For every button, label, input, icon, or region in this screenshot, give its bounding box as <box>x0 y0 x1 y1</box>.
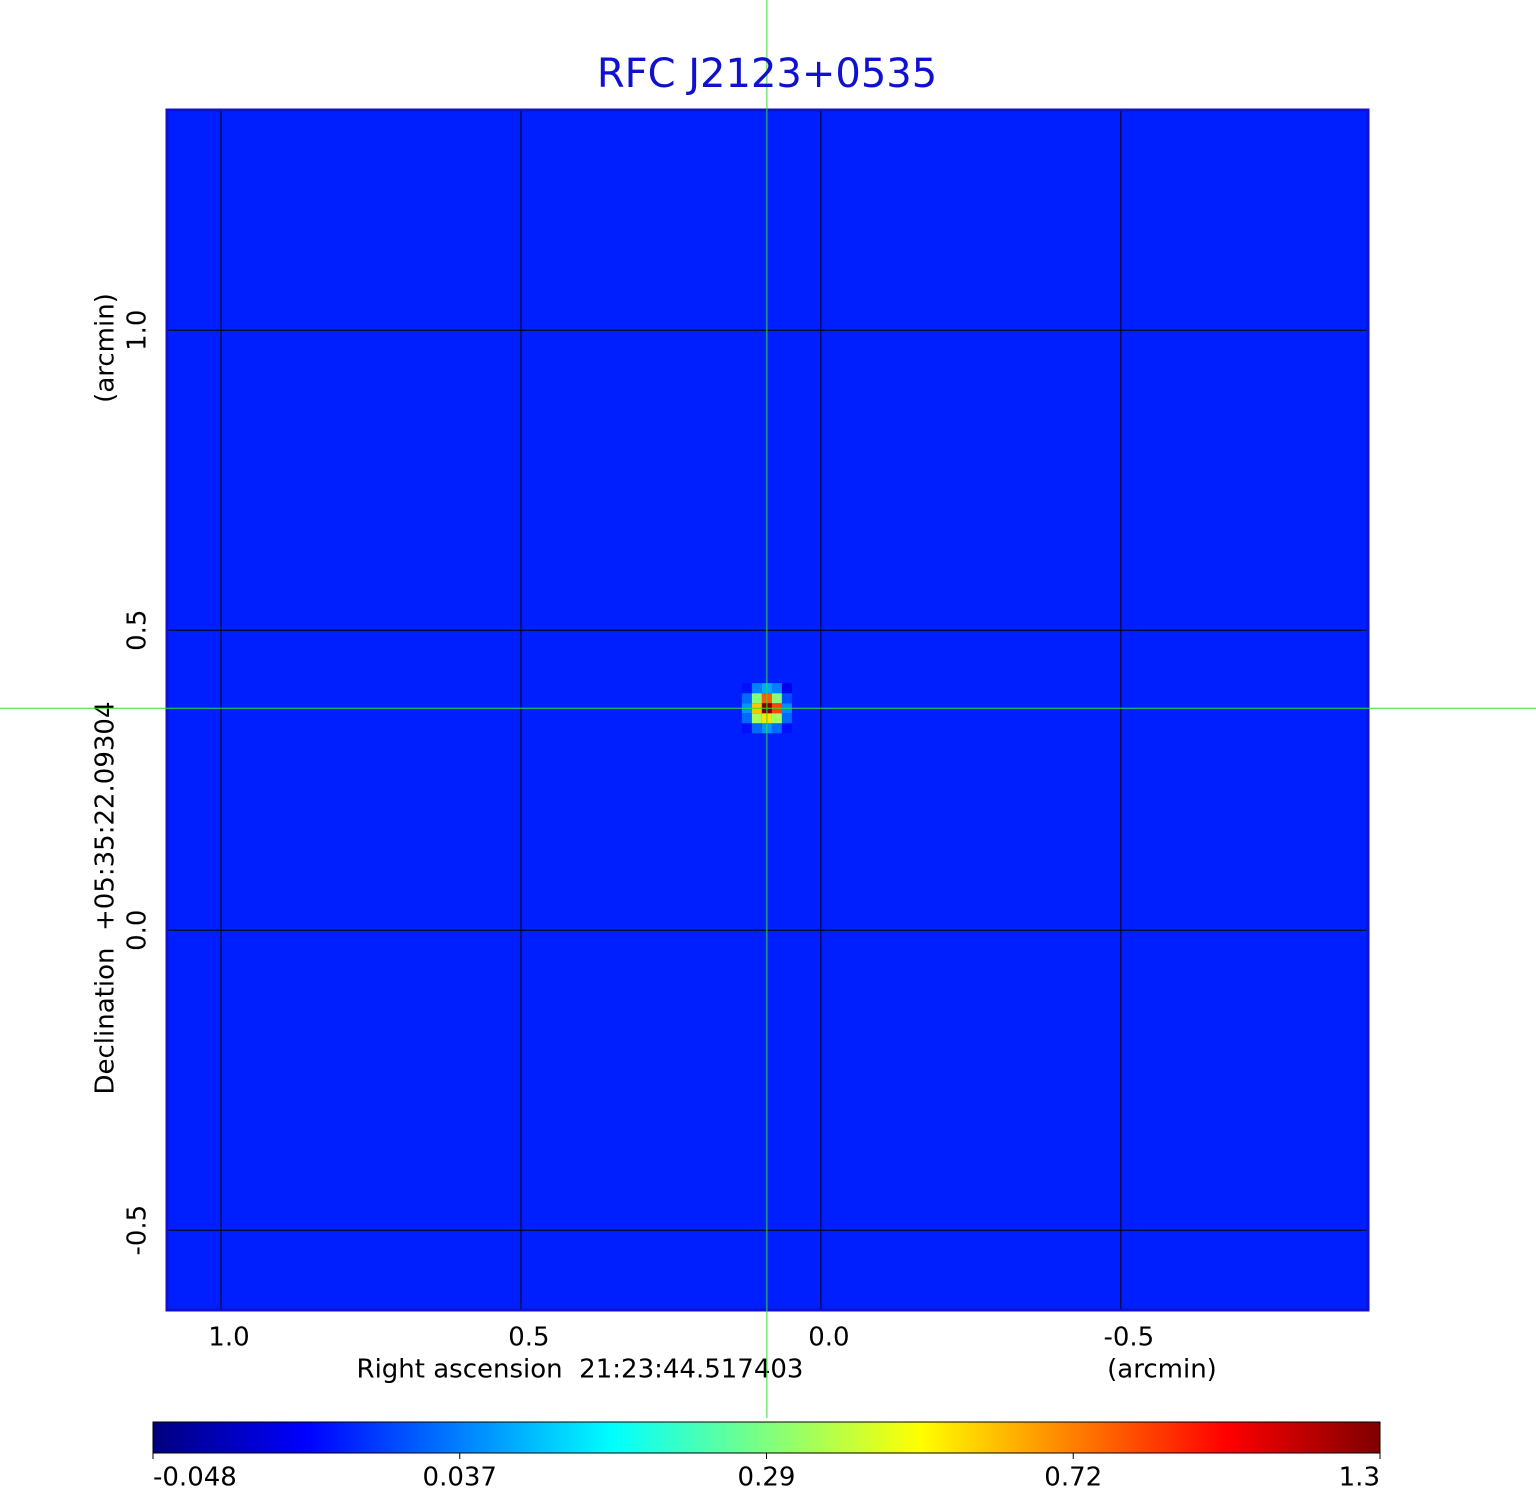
plot-frame <box>165 108 1370 1312</box>
image-pixel <box>781 683 792 694</box>
colorbar-tick-label: 0.037 <box>423 1463 497 1493</box>
x-tick-label: 0.5 <box>508 1323 549 1353</box>
image-pixel <box>771 713 782 724</box>
y-tick-label: -0.5 <box>123 1205 153 1256</box>
chart-title: RFC J2123+0535 <box>597 51 937 97</box>
image-pixel <box>781 723 792 734</box>
image-pixel <box>741 723 752 734</box>
image-pixel <box>781 713 792 724</box>
x-axis-label: Right ascension 21:23:44.517403 <box>357 1355 804 1385</box>
y-axis-label: Declination +05:35:22.09304 <box>91 701 121 1094</box>
colorbar-tick-label: -0.048 <box>153 1463 237 1493</box>
y-tick-label: 0.0 <box>123 910 153 951</box>
image-pixel <box>741 683 752 694</box>
colorbar-tick-label: 0.72 <box>1044 1463 1102 1493</box>
y-tick-label: 1.0 <box>123 310 153 351</box>
x-tick-label: -0.5 <box>1103 1323 1154 1353</box>
image-pixel <box>751 693 762 704</box>
colorbar-tick-label: 1.3 <box>1339 1463 1380 1493</box>
x-tick-label: 1.0 <box>208 1323 249 1353</box>
image-pixel <box>751 723 762 734</box>
x-axis-unit: (arcmin) <box>1107 1355 1217 1385</box>
colorbar <box>152 1421 1381 1454</box>
image-pixel <box>771 693 782 704</box>
image-pixel <box>771 683 782 694</box>
image-pixel <box>741 693 752 704</box>
image-pixel <box>771 723 782 734</box>
image-pixel <box>751 713 762 724</box>
image-pixel <box>751 683 762 694</box>
colorbar-tick-label: 0.29 <box>738 1463 796 1493</box>
x-tick-label: 0.0 <box>808 1323 849 1353</box>
image-pixel <box>781 693 792 704</box>
y-axis-unit: (arcmin) <box>91 293 121 403</box>
image-pixel <box>741 713 752 724</box>
y-tick-label: 0.5 <box>123 610 153 651</box>
